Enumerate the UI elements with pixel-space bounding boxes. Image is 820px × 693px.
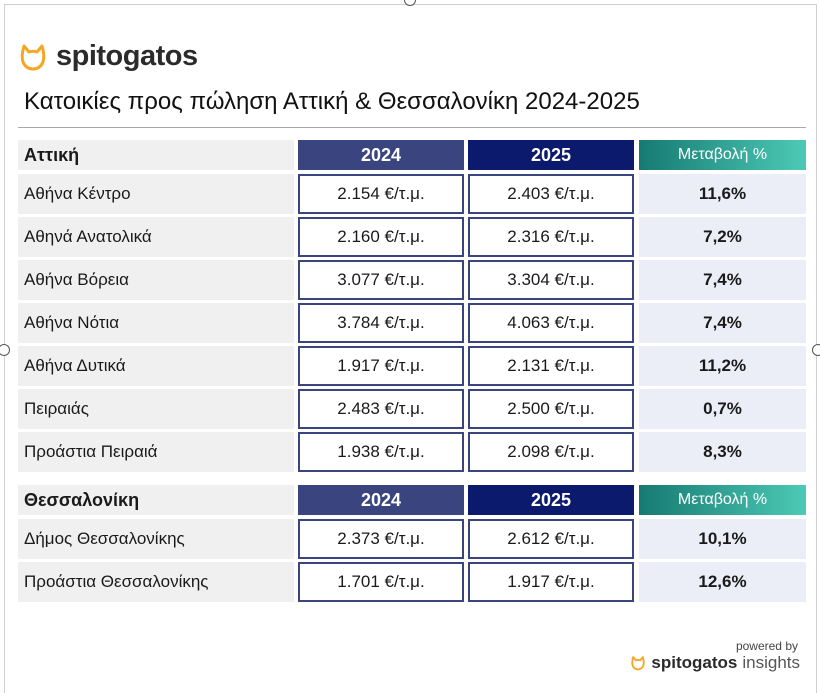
price-2024: 1.938 €/τ.μ. (298, 432, 464, 472)
brand-name: spitogatos (56, 40, 198, 72)
change-percent: 7,4% (639, 260, 806, 300)
column-header-2024: 2024 (298, 140, 464, 170)
price-2024: 2.154 €/τ.μ. (298, 174, 464, 214)
area-name: Δήμος Θεσσαλονίκης (18, 519, 294, 559)
resize-handle-left[interactable] (0, 344, 10, 356)
divider (18, 127, 806, 128)
area-name: Αθήνα Νότια (18, 303, 294, 343)
price-2024: 2.160 €/τ.μ. (298, 217, 464, 257)
price-2025: 1.917 €/τ.μ. (468, 562, 634, 602)
column-header-2025: 2025 (468, 485, 634, 515)
powered-by: powered by (735, 639, 798, 653)
table-row: Αθήνα Κέντρο 2.154 €/τ.μ. 2.403 €/τ.μ. 11,6… (18, 174, 806, 214)
table-row: Αθήνα Βόρεια 3.077 €/τ.μ. 3.304 €/τ.μ. 7,4% (18, 260, 806, 300)
change-percent: 7,2% (639, 217, 806, 257)
price-2025: 4.063 €/τ.μ. (468, 303, 634, 343)
price-2025: 2.316 €/τ.μ. (468, 217, 634, 257)
section-header: Αττική 2024 2025 Μεταβολή % (18, 140, 806, 170)
price-2024: 3.077 €/τ.μ. (298, 260, 464, 300)
price-2025: 2.500 €/τ.μ. (468, 389, 634, 429)
column-header-change: Μεταβολή % (639, 140, 806, 170)
price-2025: 3.304 €/τ.μ. (468, 260, 634, 300)
table-row: Αθήνα Νότια 3.784 €/τ.μ. 4.063 €/τ.μ. 7,4% (18, 303, 806, 343)
change-percent: 8,3% (639, 432, 806, 472)
table-row: Πειραιάς 2.483 €/τ.μ. 2.500 €/τ.μ. 0,7% (18, 389, 806, 429)
change-percent: 7,4% (639, 303, 806, 343)
column-header-2024: 2024 (298, 485, 464, 515)
page-title: Κατοικίες προς πώληση Αττική & Θεσσαλονί… (24, 88, 640, 115)
area-name: Προάστια Θεσσαλονίκης (18, 562, 294, 602)
area-name: Αθήνα Κέντρο (18, 174, 294, 214)
change-percent: 10,1% (639, 519, 806, 559)
price-2025: 2.403 €/τ.μ. (468, 174, 634, 214)
price-2024: 2.373 €/τ.μ. (298, 519, 464, 559)
column-header-change: Μεταβολή % (639, 485, 806, 515)
cat-icon (20, 44, 46, 70)
area-name: Προάστια Πειραιά (18, 432, 294, 472)
table-row: Δήμος Θεσσαλονίκης 2.373 €/τ.μ. 2.612 €/τ.… (18, 519, 806, 559)
change-percent: 12,6% (639, 562, 806, 602)
area-name: Πειραιάς (18, 389, 294, 429)
region-header: Αττική (18, 140, 294, 170)
price-2024: 1.917 €/τ.μ. (298, 346, 464, 386)
table-row: Προάστια Πειραιά 1.938 €/τ.μ. 2.098 €/τ.μ.… (18, 432, 806, 472)
price-2024: 1.701 €/τ.μ. (298, 562, 464, 602)
change-percent: 0,7% (639, 389, 806, 429)
column-header-2025: 2025 (468, 140, 634, 170)
cat-icon (631, 656, 646, 671)
change-percent: 11,6% (639, 174, 806, 214)
table-row: Προάστια Θεσσαλονίκης 1.701 €/τ.μ. 1.917 €… (18, 562, 806, 602)
change-percent: 11,2% (639, 346, 806, 386)
price-2025: 2.612 €/τ.μ. (468, 519, 634, 559)
area-name: Αθηνά Ανατολικά (18, 217, 294, 257)
footer-logo: spitogatos insights (630, 653, 800, 673)
price-2024: 2.483 €/τ.μ. (298, 389, 464, 429)
brand-logo: spitogatos (18, 40, 198, 73)
footer-brand: spitogatos (651, 653, 738, 672)
table-row: Αθηνά Ανατολικά 2.160 €/τ.μ. 2.316 €/τ.μ. 7… (18, 217, 806, 257)
price-2025: 2.131 €/τ.μ. (468, 346, 634, 386)
price-2025: 2.098 €/τ.μ. (468, 432, 634, 472)
price-2024: 3.784 €/τ.μ. (298, 303, 464, 343)
region-header: Θεσσαλονίκη (18, 485, 294, 515)
table-row: Αθήνα Δυτικά 1.917 €/τ.μ. 2.131 €/τ.μ. 11,2… (18, 346, 806, 386)
area-name: Αθήνα Δυτικά (18, 346, 294, 386)
section-header: Θεσσαλονίκη 2024 2025 Μεταβολή % (18, 485, 806, 515)
resize-handle-right[interactable] (812, 344, 820, 356)
footer-product: insights (742, 653, 800, 672)
area-name: Αθήνα Βόρεια (18, 260, 294, 300)
